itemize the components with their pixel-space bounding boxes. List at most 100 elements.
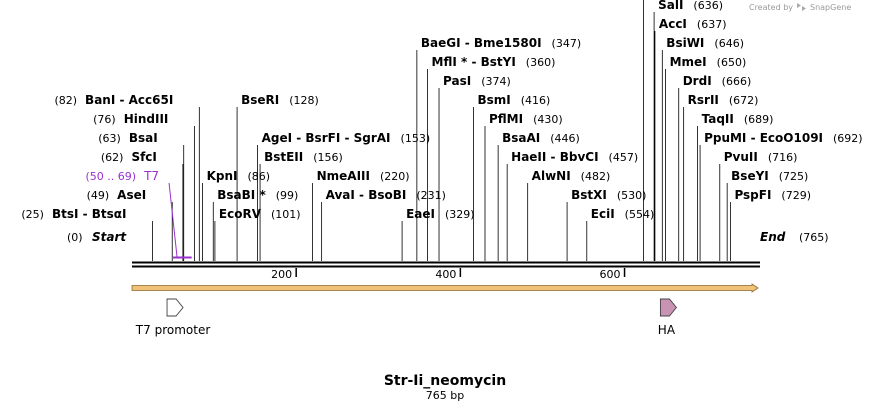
enzyme-position: (430) xyxy=(533,113,563,126)
enzyme-name: MmeI xyxy=(670,55,707,69)
brand-created-by: Created by xyxy=(749,3,793,12)
enzyme-position: (347) xyxy=(552,37,582,50)
enzyme-name: PflMI xyxy=(489,112,523,126)
enzyme-position: (725) xyxy=(779,170,809,183)
orf-arrow[interactable] xyxy=(131,283,759,293)
enzyme-position: (86) xyxy=(248,170,271,183)
backbone-bottom-strand xyxy=(132,265,760,268)
enzyme-site-kpni[interactable]: KpnI (86) xyxy=(202,169,271,261)
enzyme-name: HaeII - BbvCI xyxy=(511,150,598,164)
enzyme-name: BsaI xyxy=(129,131,158,145)
features: T7 promoter HA xyxy=(135,298,677,337)
enzyme-site-btsi-bts-i[interactable]: BtsI - BtsαI (25) xyxy=(21,207,153,261)
enzyme-site-sali[interactable]: SalI (636) xyxy=(653,0,723,261)
enzyme-name: EaeI xyxy=(406,207,435,221)
enzyme-name: HindIII xyxy=(124,112,169,126)
enzyme-name: BaeGI - Bme1580I xyxy=(421,36,542,50)
enzyme-position: (374) xyxy=(481,75,511,88)
enzyme-name: AseI xyxy=(117,188,146,202)
enzyme-position: (82) xyxy=(54,94,77,107)
enzyme-site-avai-bsobi[interactable]: AvaI - BsoBI (231) xyxy=(321,188,446,261)
enzyme-site-taqii[interactable]: TaqII (689) xyxy=(697,112,774,261)
feature-arrow-icon xyxy=(166,298,184,317)
feature-label: T7 promoter xyxy=(135,323,211,337)
enzyme-name: RsrII xyxy=(688,93,719,107)
enzyme-name: NmeAIII xyxy=(317,169,370,183)
enzyme-position: (63) xyxy=(98,132,121,145)
enzyme-name: AlwNI xyxy=(532,169,571,183)
enzyme-site-rsrii[interactable]: RsrII (672) xyxy=(683,93,759,261)
enzyme-site-bseyi[interactable]: BseYI (725) xyxy=(726,169,809,261)
enzyme-name: EciI xyxy=(591,207,615,221)
enzyme-site-acci[interactable]: AccI (637) xyxy=(654,17,727,261)
enzyme-name: AvaI - BsoBI xyxy=(326,188,407,202)
primer-t7[interactable]: T7 (50 .. 69) xyxy=(85,169,192,259)
enzyme-name: BsiWI xyxy=(666,36,704,50)
tick-label: 600 xyxy=(600,268,621,281)
enzyme-position: (689) xyxy=(744,113,774,126)
enzyme-position: (646) xyxy=(714,37,744,50)
tick-label: 200 xyxy=(271,268,292,281)
brand-name: SnapGene xyxy=(810,3,851,12)
sequence-ends: (0) Start End (765) xyxy=(67,230,829,244)
enzyme-position: (716) xyxy=(768,151,798,164)
enzyme-position: (62) xyxy=(101,151,124,164)
enzyme-name: TaqII xyxy=(702,112,734,126)
enzyme-site-bsmi[interactable]: BsmI (416) xyxy=(473,93,551,261)
end-position-label: (765) xyxy=(799,231,829,244)
enzyme-position: (220) xyxy=(380,170,410,183)
enzyme-name: MflI * - BstYI xyxy=(432,55,516,69)
start-label: Start xyxy=(92,230,127,244)
enzyme-site-nmeaiii[interactable]: NmeAIII (220) xyxy=(312,169,410,261)
enzyme-site-ppumi-ecoo109i[interactable]: PpuMI - EcoO109I (692) xyxy=(699,131,863,261)
primer-binding-bar xyxy=(173,256,192,259)
enzyme-site-pspfi[interactable]: PspFI (729) xyxy=(730,188,811,261)
enzyme-position: (416) xyxy=(521,94,551,107)
enzyme-site-bseri[interactable]: BseRI (128) xyxy=(236,93,319,261)
enzyme-site-sfci[interactable]: SfcI (62) xyxy=(101,150,184,261)
enzyme-site-haeii-bbvci[interactable]: HaeII - BbvCI (457) xyxy=(506,150,639,261)
enzyme-site-mmei[interactable]: MmeI (650) xyxy=(665,55,747,261)
enzyme-name: SalI xyxy=(658,0,683,12)
enzyme-site-pvuii[interactable]: PvuII (716) xyxy=(719,150,798,261)
enzyme-name: AccI xyxy=(659,17,687,31)
feature-ha[interactable]: HA xyxy=(658,298,677,337)
enzyme-site-alwni[interactable]: AlwNI (482) xyxy=(527,169,611,261)
enzyme-sites: BtsI - BtsαI (25) AseI (49) SfcI (62) BsaI (63)… xyxy=(21,0,863,261)
enzyme-name: BsaBI * xyxy=(217,188,266,202)
enzyme-site-ecii[interactable]: EciI (554) xyxy=(586,207,654,261)
tick-label: 400 xyxy=(435,268,456,281)
enzyme-site-ecorv[interactable]: EcoRV (101) xyxy=(214,207,301,261)
enzyme-site-asei[interactable]: AseI (49) xyxy=(87,188,173,261)
enzyme-name: BstXI xyxy=(571,188,607,202)
backbone-top-strand xyxy=(132,261,760,264)
enzyme-site-bsiwi[interactable]: BsiWI (646) xyxy=(661,36,744,261)
enzyme-position: (457) xyxy=(609,151,639,164)
enzyme-name: BanI - Acc65I xyxy=(85,93,173,107)
enzyme-site-eaei[interactable]: EaeI (329) xyxy=(401,207,475,261)
tick-400: 400 xyxy=(435,268,462,281)
enzyme-site-hindiii[interactable]: HindIII (76) xyxy=(93,112,195,261)
enzyme-site-agei-bsrfi-sgrai[interactable]: AgeI - BsrFI - SgrAI (153) xyxy=(257,131,431,261)
enzyme-position: (666) xyxy=(722,75,752,88)
enzyme-site-bsabi[interactable]: BsaBI * (99) xyxy=(212,188,298,261)
enzyme-position: (153) xyxy=(401,132,431,145)
enzyme-site-bsteii[interactable]: BstEII (156) xyxy=(259,150,343,261)
enzyme-site-drdi[interactable]: DrdI (666) xyxy=(678,74,752,261)
enzyme-site-bstxi[interactable]: BstXI (530) xyxy=(566,188,647,261)
enzyme-position: (637) xyxy=(697,18,727,31)
enzyme-name: KpnI xyxy=(207,169,238,183)
enzyme-name: BsaAI xyxy=(502,131,540,145)
enzyme-site-mfli-bstyi[interactable]: MflI * - BstYI (360) xyxy=(427,55,556,261)
enzyme-site-bsai[interactable]: BsaI (63) xyxy=(98,131,185,261)
enzyme-site-pflmi[interactable]: PflMI (430) xyxy=(484,112,563,261)
enzyme-site-baegi-bme1580i[interactable]: BaeGI - Bme1580I (347) xyxy=(416,36,582,261)
enzyme-site-pasi[interactable]: PasI (374) xyxy=(438,74,511,261)
enzyme-position: (530) xyxy=(617,189,647,202)
enzyme-site-bsaai[interactable]: BsaAI (446) xyxy=(497,131,580,261)
enzyme-site-bfuai-bspmi[interactable]: BfuAI - BspMI(623) xyxy=(643,0,778,261)
primer-range: (50 .. 69) xyxy=(85,170,136,183)
feature-t7-promoter[interactable]: T7 promoter xyxy=(135,298,211,337)
enzyme-site-bani-acc65i[interactable]: BanI - Acc65I (82) xyxy=(54,93,200,261)
